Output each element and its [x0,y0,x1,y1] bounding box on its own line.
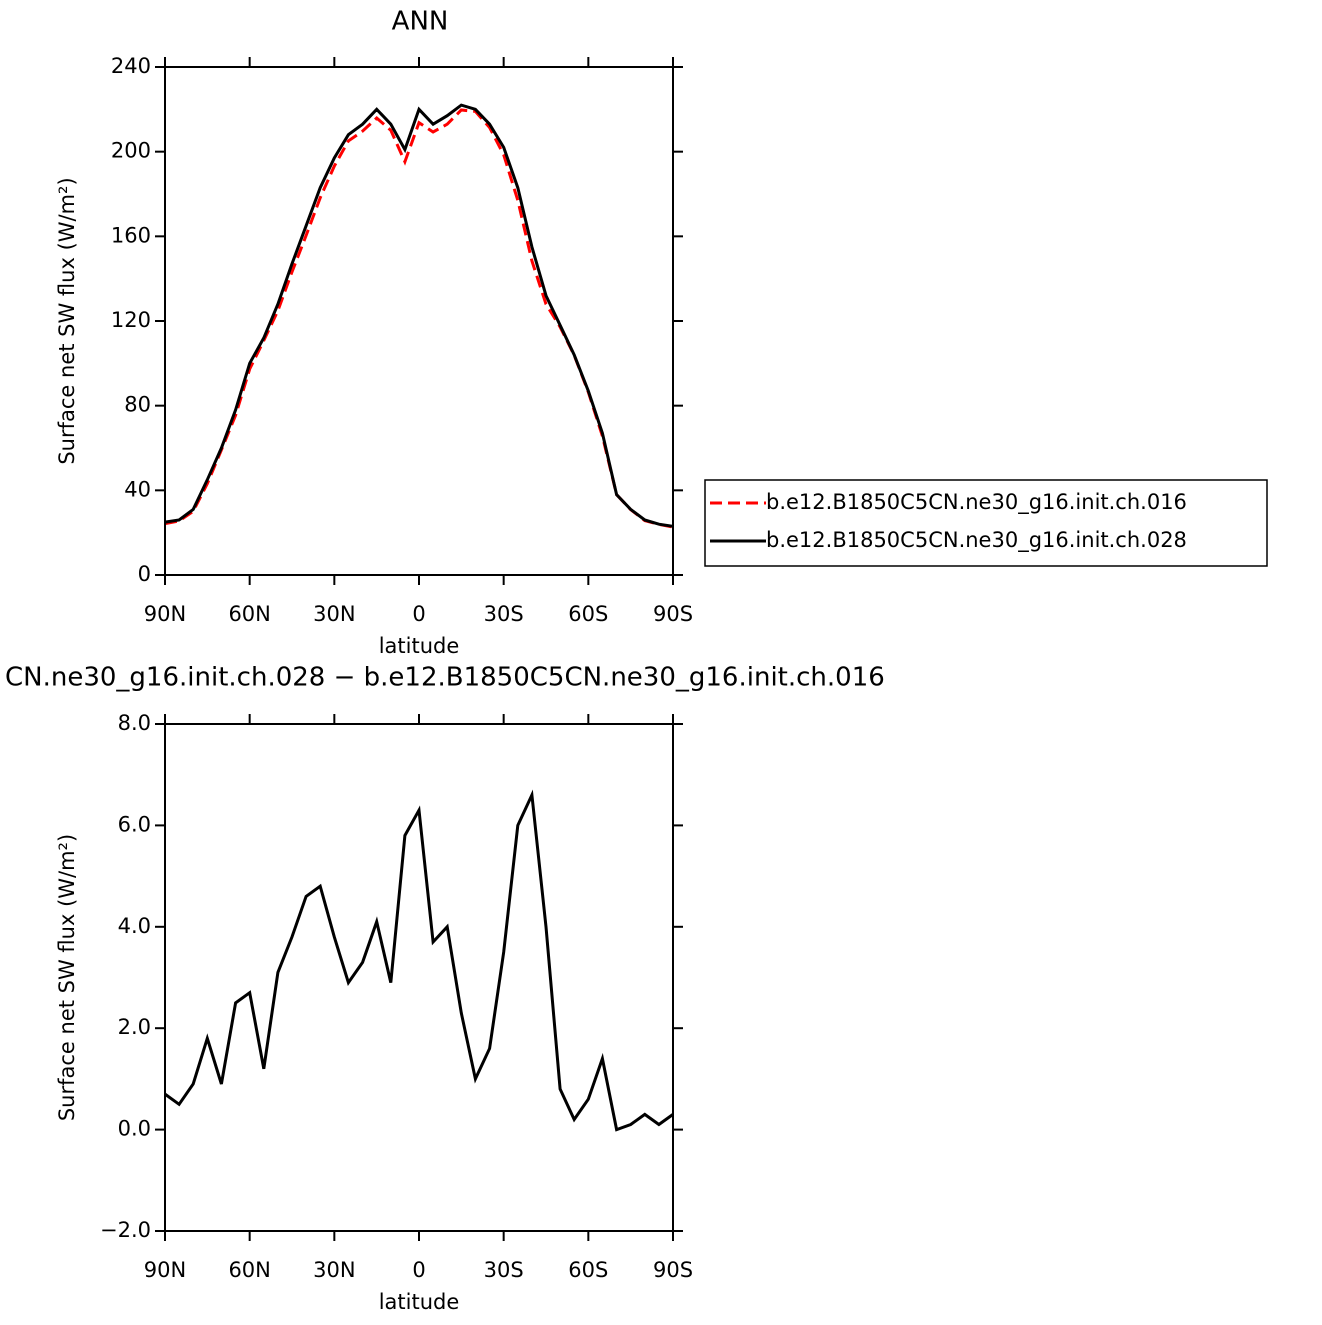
y-tick-label: 0.0 [118,1117,151,1141]
y-tick-label: 40 [124,477,151,501]
y-tick-label: 120 [111,308,151,332]
x-tick-label: 30N [313,1258,355,1282]
y-axis-label: Surface net SW flux (W/m²) [55,177,79,464]
legend-label: b.e12.B1850C5CN.ne30_g16.init.ch.028 [766,528,1187,553]
legend-label: b.e12.B1850C5CN.ne30_g16.init.ch.016 [766,490,1187,515]
x-tick-label: 90S [653,1258,693,1282]
x-axis-label: latitude [379,634,460,658]
y-tick-label: −2.0 [100,1218,151,1242]
plot-frame [164,66,674,576]
x-tick-label: 60S [568,602,608,626]
x-tick-label: 60N [228,1258,270,1282]
data-line [164,789,674,1132]
chart-title: ANN [392,7,449,37]
legend-box [704,479,1268,567]
y-tick-label: 240 [111,54,151,78]
y-tick-label: 0 [138,562,151,586]
y-tick-label: 6.0 [118,812,151,836]
x-tick-label: 0 [412,1258,425,1282]
data-line [164,103,674,528]
y-tick-label: 2.0 [118,1015,151,1039]
x-tick-label: 30S [484,602,524,626]
x-axis-label: latitude [379,1290,460,1314]
y-tick-label: 200 [111,139,151,163]
y-tick-label: 160 [111,223,151,247]
x-tick-label: 90S [653,602,693,626]
chart-title: CN.ne30_g16.init.ch.028 − b.e12.B1850C5C… [5,663,885,693]
x-tick-label: 60S [568,1258,608,1282]
data-line [164,108,674,529]
plot-frame [164,723,674,1232]
x-tick-label: 0 [412,602,425,626]
y-tick-label: 80 [124,393,151,417]
x-tick-label: 30N [313,602,355,626]
y-axis-label: Surface net SW flux (W/m²) [55,834,79,1121]
x-tick-label: 60N [228,602,270,626]
x-tick-label: 90N [144,1258,186,1282]
y-tick-label: 4.0 [118,914,151,938]
y-tick-label: 8.0 [118,711,151,735]
x-tick-label: 30S [484,1258,524,1282]
x-tick-label: 90N [144,602,186,626]
